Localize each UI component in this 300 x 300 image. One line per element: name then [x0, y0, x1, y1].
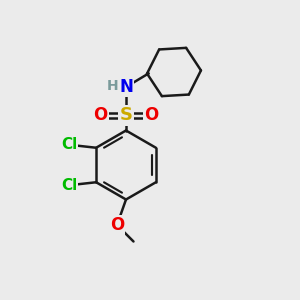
Text: Cl: Cl [61, 178, 77, 193]
Text: O: O [144, 106, 159, 124]
Text: O: O [110, 216, 124, 234]
Text: S: S [119, 106, 133, 124]
Text: Cl: Cl [61, 137, 77, 152]
Text: N: N [119, 78, 133, 96]
Text: H: H [107, 79, 118, 92]
Text: O: O [93, 106, 108, 124]
